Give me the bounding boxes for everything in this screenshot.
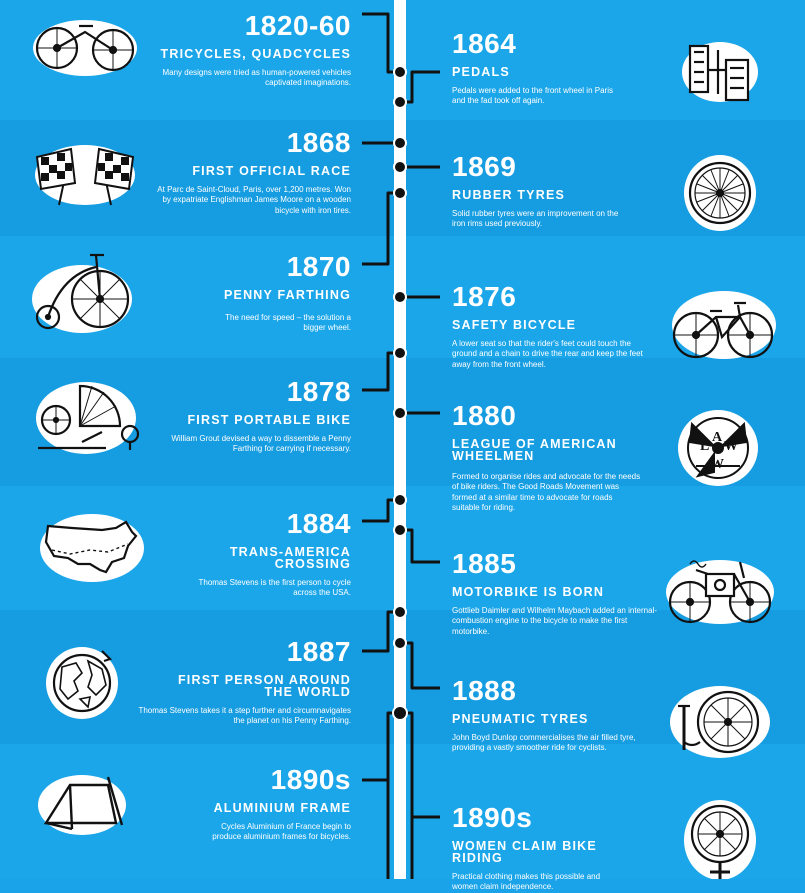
- event-year: 1820-60: [244, 10, 351, 41]
- event-title: FIRST PORTABLE BIKE: [187, 413, 351, 427]
- event-description: At Parc de Saint-Cloud, Paris, over 1,20…: [157, 185, 351, 215]
- event-description: A lower seat so that the rider's feet co…: [452, 339, 643, 369]
- event-1868: 1868 FIRST OFFICIAL RACE At Parc de Sain…: [151, 129, 351, 216]
- event-1890a: 1890s ALUMINIUM FRAME Cycles Aluminium o…: [191, 766, 351, 843]
- event-description: Many designs were tried as human-powered…: [162, 68, 351, 88]
- event-year: 1887: [286, 636, 351, 667]
- event-description: John Boyd Dunlop commercialises the air …: [452, 733, 636, 753]
- svg-text:L: L: [700, 439, 709, 454]
- motorbike-icon: [666, 560, 774, 624]
- event-description: Practical clothing makes this possible a…: [452, 872, 601, 892]
- event-description: Cycles Aluminium of France begin to prod…: [212, 822, 351, 842]
- event-1888: 1888 PNEUMATIC TYRES John Boyd Dunlop co…: [452, 677, 642, 754]
- event-description: Pedals were added to the front wheel in …: [452, 86, 613, 106]
- event-year: 1864: [452, 28, 517, 59]
- event-title: TRANS-AMERICA CROSSING: [229, 545, 351, 571]
- timeline-node: [393, 346, 407, 360]
- event-1887: 1887 FIRST PERSON AROUND THE WORLD Thoma…: [136, 638, 351, 727]
- event-description: William Grout devised a way to dissemble…: [171, 434, 351, 454]
- tricycle-icon: [33, 20, 137, 76]
- usa-map-icon: [40, 514, 144, 582]
- event-year: 1888: [452, 675, 517, 706]
- event-1878: 1878 FIRST PORTABLE BIKE William Grout d…: [161, 378, 351, 455]
- event-description: Solid rubber tyres were an improvement o…: [452, 209, 619, 229]
- event-title: SAFETY BICYCLE: [452, 318, 577, 332]
- event-title: PENNY FARTHING: [224, 288, 351, 302]
- event-1864: 1864 PEDALS Pedals were added to the fro…: [452, 30, 622, 107]
- timeline-node: [393, 523, 407, 537]
- timeline-node: [393, 290, 407, 304]
- event-title: LEAGUE OF AMERICAN WHEELMEN: [452, 437, 617, 463]
- event-year: 1876: [452, 281, 517, 312]
- event-year: 1870: [286, 251, 351, 282]
- event-1869: 1869 RUBBER TYRES Solid rubber tyres wer…: [452, 153, 632, 230]
- event-1885: 1885 MOTORBIKE IS BORN Gottlieb Daimler …: [452, 550, 657, 637]
- svg-text:W: W: [724, 439, 738, 454]
- event-year: 1878: [286, 376, 351, 407]
- timeline-spine: [394, 0, 406, 879]
- event-1890b: 1890s WOMEN CLAIM BIKE RIDING Practical …: [452, 804, 627, 893]
- timeline-node: [393, 160, 407, 174]
- timeline-node: [393, 136, 407, 150]
- event-title: ALUMINIUM FRAME: [213, 801, 351, 815]
- event-1880: 1880 LEAGUE OF AMERICAN WHEELMEN Formed …: [452, 402, 642, 514]
- event-description: Thomas Stevens takes it a step further a…: [138, 706, 351, 726]
- timeline-node: [393, 493, 407, 507]
- event-title: PEDALS: [452, 65, 510, 79]
- frame-icon: [38, 775, 126, 835]
- law-emblem-icon: [678, 410, 758, 486]
- event-title: WOMEN CLAIM BIKE RIDING: [452, 839, 597, 865]
- event-title: FIRST OFFICIAL RACE: [192, 164, 351, 178]
- event-description: The need for speed – the solution a bigg…: [225, 313, 351, 333]
- female-wheel-icon: [684, 800, 756, 879]
- event-title: RUBBER TYRES: [452, 188, 566, 202]
- event-year: 1868: [286, 127, 351, 158]
- event-title: TRICYCLES, QUADCYCLES: [160, 47, 351, 61]
- event-1820: 1820-60 TRICYCLES, QUADCYCLES Many desig…: [146, 10, 352, 89]
- event-description: Formed to organise rides and advocate fo…: [452, 472, 641, 513]
- event-1884: 1884 TRANS-AMERICA CROSSING Thomas Steve…: [181, 510, 351, 599]
- event-1876: 1876 SAFETY BICYCLE A lower seat so that…: [452, 283, 650, 370]
- event-title: PNEUMATIC TYRES: [452, 712, 589, 726]
- globe-icon: [46, 647, 118, 719]
- event-year: 1880: [452, 400, 517, 431]
- timeline-node: [393, 65, 407, 79]
- event-year: 1869: [452, 151, 517, 182]
- safety-bicycle-icon: [672, 291, 776, 359]
- event-1870: 1870 PENNY FARTHING The need for speed –…: [201, 253, 351, 334]
- timeline-node: [392, 705, 408, 721]
- timeline-node: [393, 605, 407, 619]
- timeline-node: [393, 186, 407, 200]
- event-description: Thomas Stevens is the first person to cy…: [198, 578, 351, 598]
- event-title: MOTORBIKE IS BORN: [452, 585, 605, 599]
- event-year: 1890s: [270, 764, 351, 795]
- svg-text:A: A: [712, 430, 723, 445]
- timeline-node: [393, 406, 407, 420]
- event-description: Gottlieb Daimler and Wilhelm Maybach add…: [452, 606, 657, 636]
- pump-wheel-icon: [670, 686, 770, 758]
- penny-farthing-icon: [32, 253, 132, 333]
- event-year: 1884: [286, 508, 351, 539]
- event-year: 1890s: [452, 802, 533, 833]
- event-title: FIRST PERSON AROUND THE WORLD: [177, 673, 351, 699]
- pedals-icon: [682, 42, 758, 102]
- portable-bike-icon: [36, 382, 140, 454]
- timeline-node: [393, 636, 407, 650]
- checkered-flags-icon: [35, 145, 135, 206]
- event-year: 1885: [452, 548, 517, 579]
- wheel-icon: [684, 155, 756, 231]
- timeline-node: [393, 95, 407, 109]
- svg-text:W: W: [710, 457, 724, 472]
- timeline-nodes: [392, 65, 408, 721]
